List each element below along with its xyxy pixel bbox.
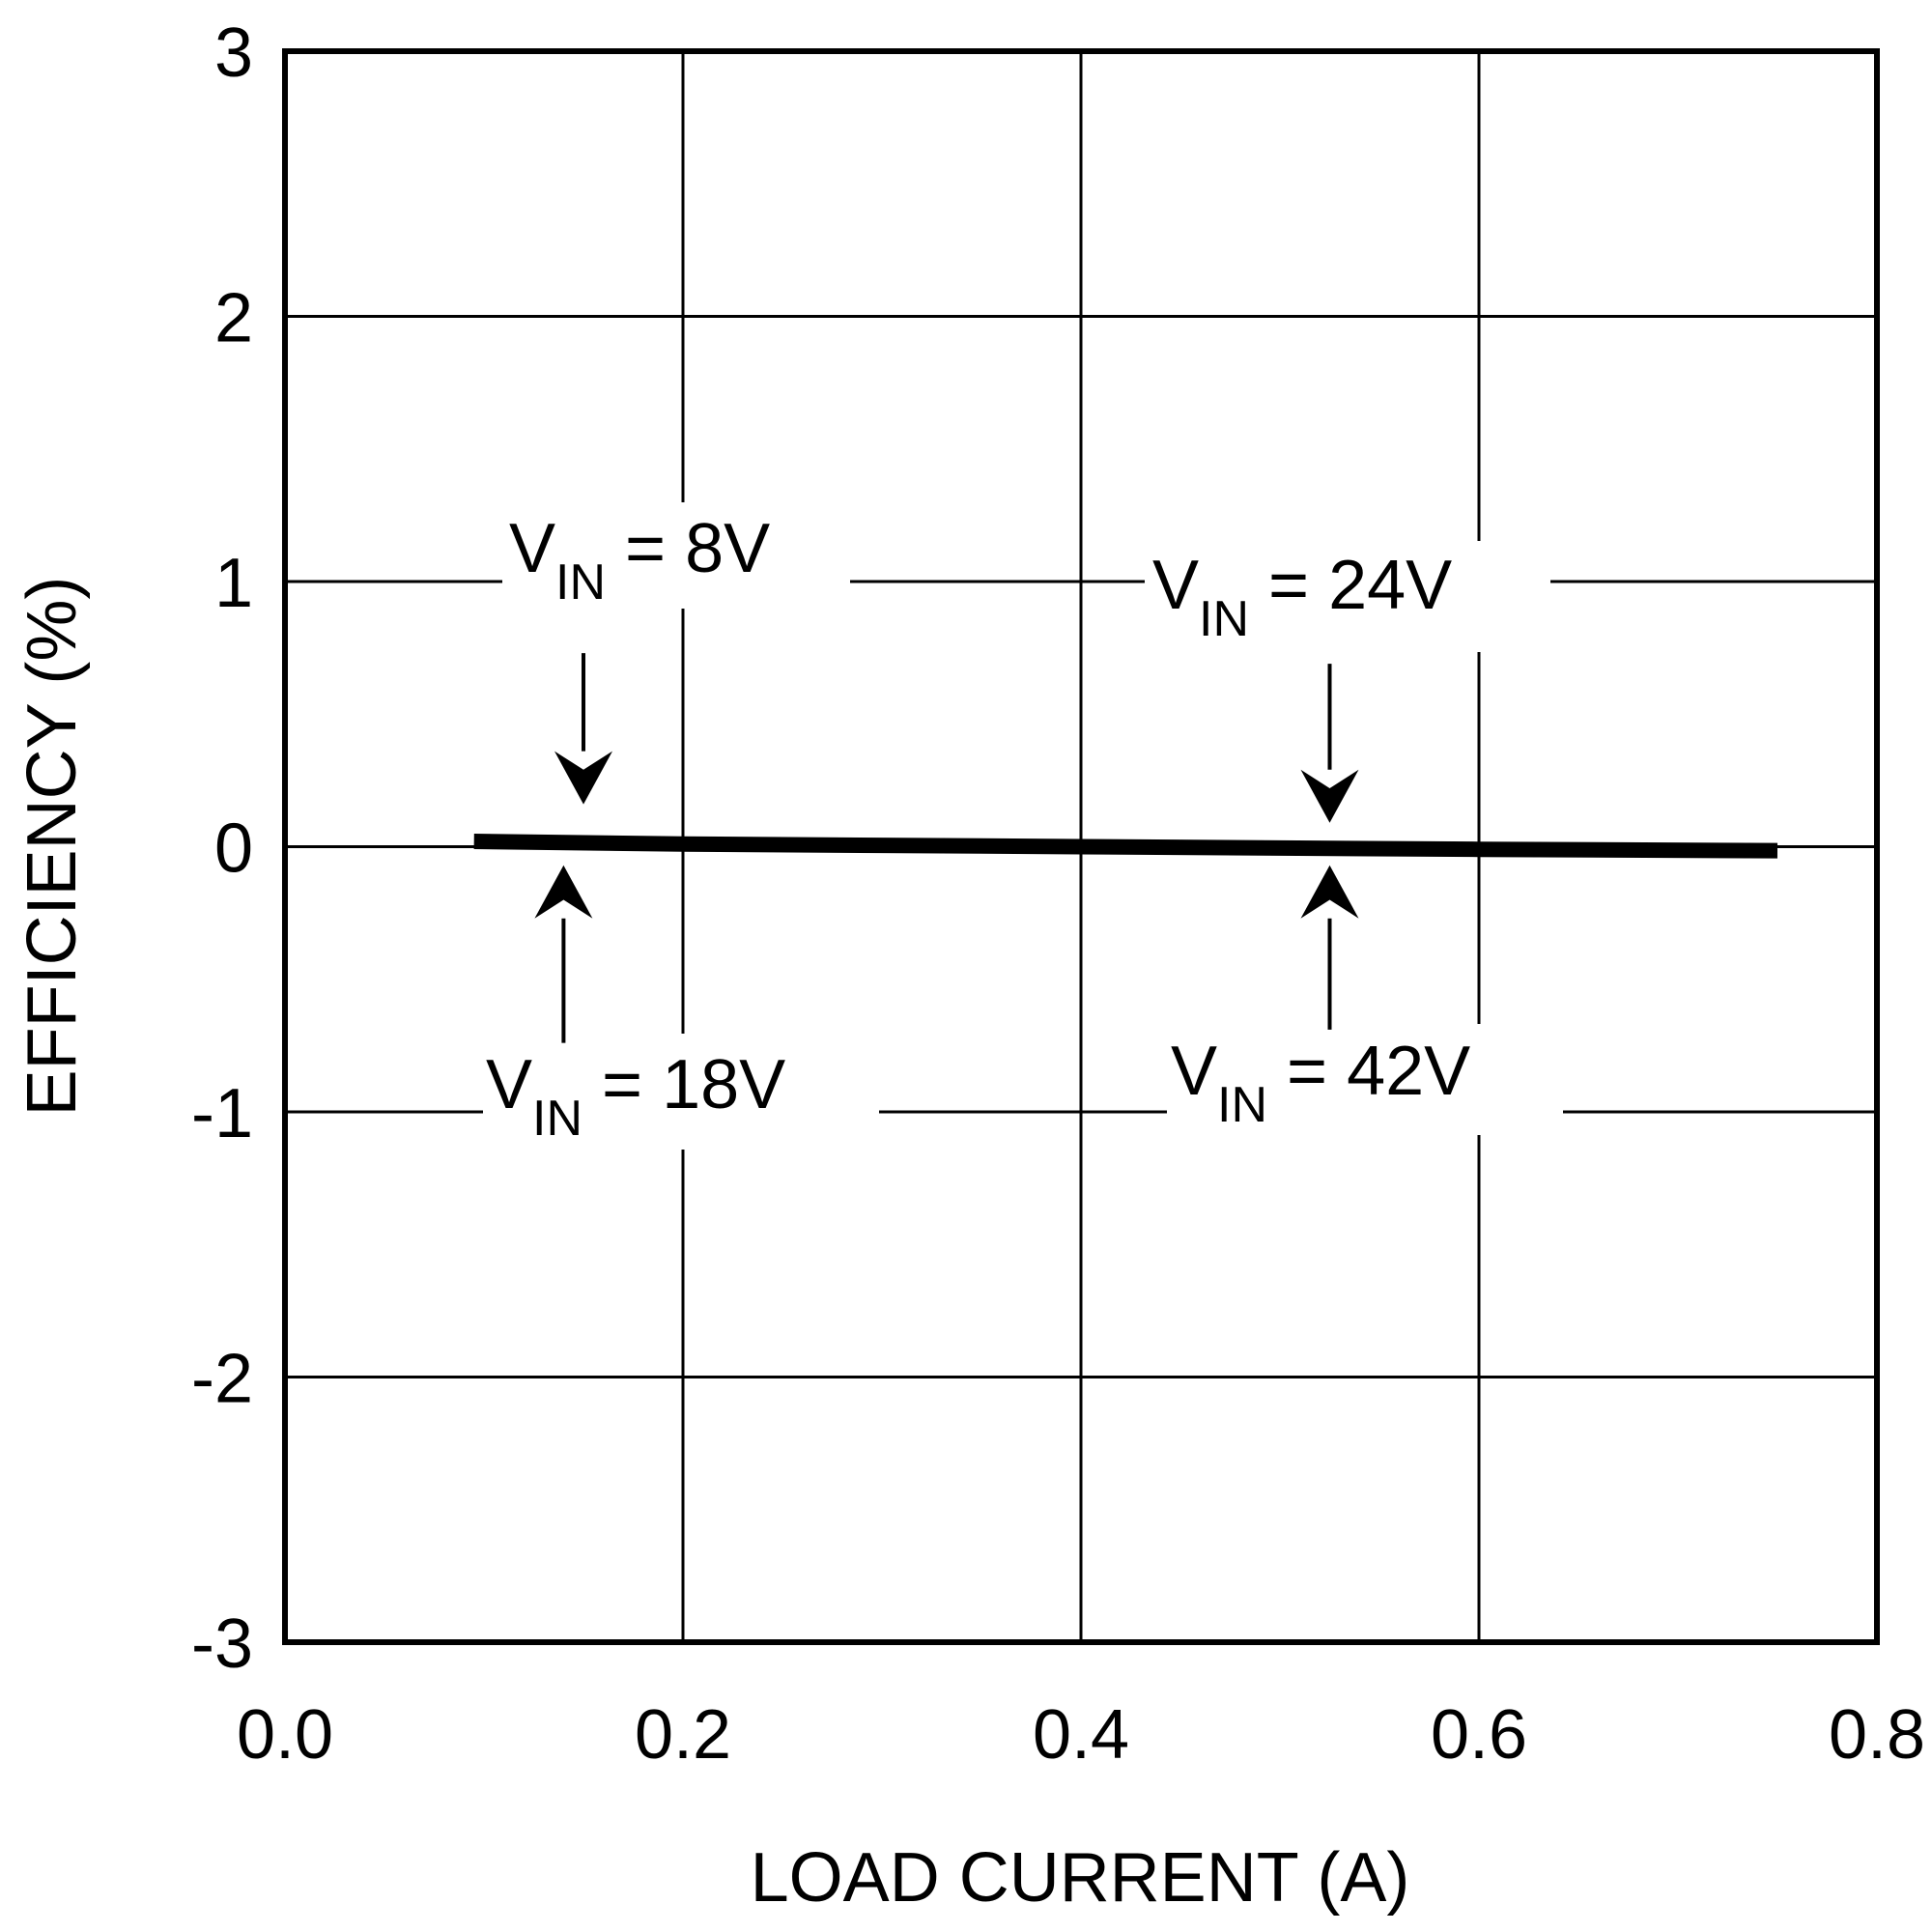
y-tick-label: -2 xyxy=(191,1341,253,1418)
annotation-vin-24v: VIN = 24V xyxy=(1152,547,1452,647)
y-axis-title: EFFICIENCY (%) xyxy=(14,577,91,1117)
annotation-arrows xyxy=(534,653,1359,1043)
data-series xyxy=(473,834,1778,859)
annotation-vin-18v: VIN = 18V xyxy=(486,1046,785,1147)
y-tick-label: 2 xyxy=(214,280,253,357)
annotations: VIN = 8V VIN = 24V VIN = 18V VIN = 42V xyxy=(483,502,1563,1150)
x-tick-label: 0.2 xyxy=(635,1696,731,1774)
annotation-arrow-head xyxy=(1300,865,1359,919)
y-tick-label: 1 xyxy=(214,545,253,622)
x-axis-title: LOAD CURRENT (A) xyxy=(751,1839,1410,1917)
y-tick-label: -1 xyxy=(191,1075,253,1152)
y-tick-labels: 3 2 1 0 -1 -2 -3 xyxy=(191,14,253,1683)
annotation-vin-8v: VIN = 8V xyxy=(509,510,770,611)
annotation-bg xyxy=(483,1034,879,1150)
x-tick-labels: 0.0 0.2 0.4 0.6 0.8 xyxy=(237,1696,1925,1774)
annotation-bg xyxy=(1167,1024,1563,1135)
x-tick-label: 0.8 xyxy=(1829,1696,1925,1774)
annotation-bg xyxy=(1145,541,1550,652)
annotation-bg xyxy=(502,502,850,609)
annotation-arrow-head xyxy=(534,865,593,919)
annotation-arrow-head xyxy=(554,751,612,805)
annotation-arrow-head xyxy=(1300,769,1359,823)
x-tick-label: 0.0 xyxy=(237,1696,333,1774)
y-tick-label: 3 xyxy=(214,14,253,92)
x-tick-label: 0.6 xyxy=(1431,1696,1527,1774)
series-line xyxy=(473,834,1778,859)
annotation-vin-42v: VIN = 42V xyxy=(1171,1033,1470,1133)
y-tick-label: 0 xyxy=(214,810,253,888)
x-tick-label: 0.4 xyxy=(1033,1696,1129,1774)
y-tick-label: -3 xyxy=(191,1605,253,1683)
plot-frame xyxy=(282,48,1880,1645)
